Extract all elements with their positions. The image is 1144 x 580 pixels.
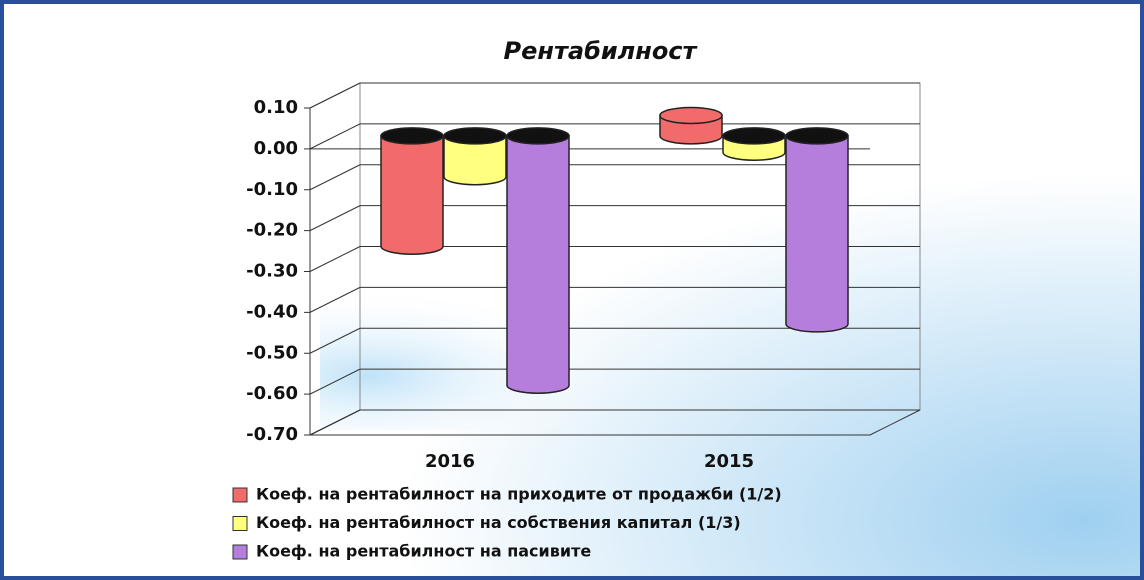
bar	[443, 135, 507, 186]
y-tick-label: -0.20	[246, 220, 298, 241]
legend-label: Коеф. на рентабилност на приходите от пр…	[256, 485, 782, 504]
grid-diagonal	[309, 164, 361, 191]
legend-label: Коеф. на рентабилност на собствения капи…	[256, 513, 741, 532]
bar	[380, 135, 444, 255]
bar-cap	[722, 127, 786, 145]
legend-label: Коеф. на рентабилност на пасивите	[256, 542, 591, 561]
bar-cap	[785, 127, 849, 145]
y-tick-label: -0.70	[246, 424, 298, 445]
grid-diagonal	[309, 123, 361, 150]
grid-diagonal	[309, 409, 361, 436]
y-tick-label: -0.50	[246, 342, 298, 363]
grid-diagonal	[309, 327, 361, 354]
chart-title: Рентабилност	[504, 37, 699, 65]
bar-cap	[659, 106, 723, 125]
x-tick-label: 2016	[425, 451, 475, 472]
glow	[320, 250, 820, 430]
x-tick-label: 2015	[704, 451, 754, 472]
y-tick-label: -0.10	[246, 179, 298, 200]
legend-swatch	[232, 487, 248, 503]
grid-diagonal	[309, 205, 361, 232]
grid-diagonal	[309, 368, 361, 395]
y-tick-label: -0.30	[246, 261, 298, 282]
bar	[506, 135, 570, 394]
y-tick-label: -0.40	[246, 301, 298, 322]
grid-diagonal	[309, 82, 361, 109]
bar-cap	[380, 127, 444, 145]
bar-cap	[443, 127, 507, 145]
grid-diagonal	[309, 246, 361, 272]
legend-swatch	[232, 516, 248, 531]
bar-cap	[506, 127, 570, 145]
y-tick-label: 0.10	[254, 97, 298, 118]
legend-swatch	[232, 544, 248, 560]
bar	[785, 135, 849, 333]
grid-diagonal	[309, 286, 361, 313]
y-tick-label: 0.00	[254, 138, 298, 159]
y-tick-label: -0.60	[246, 383, 298, 404]
